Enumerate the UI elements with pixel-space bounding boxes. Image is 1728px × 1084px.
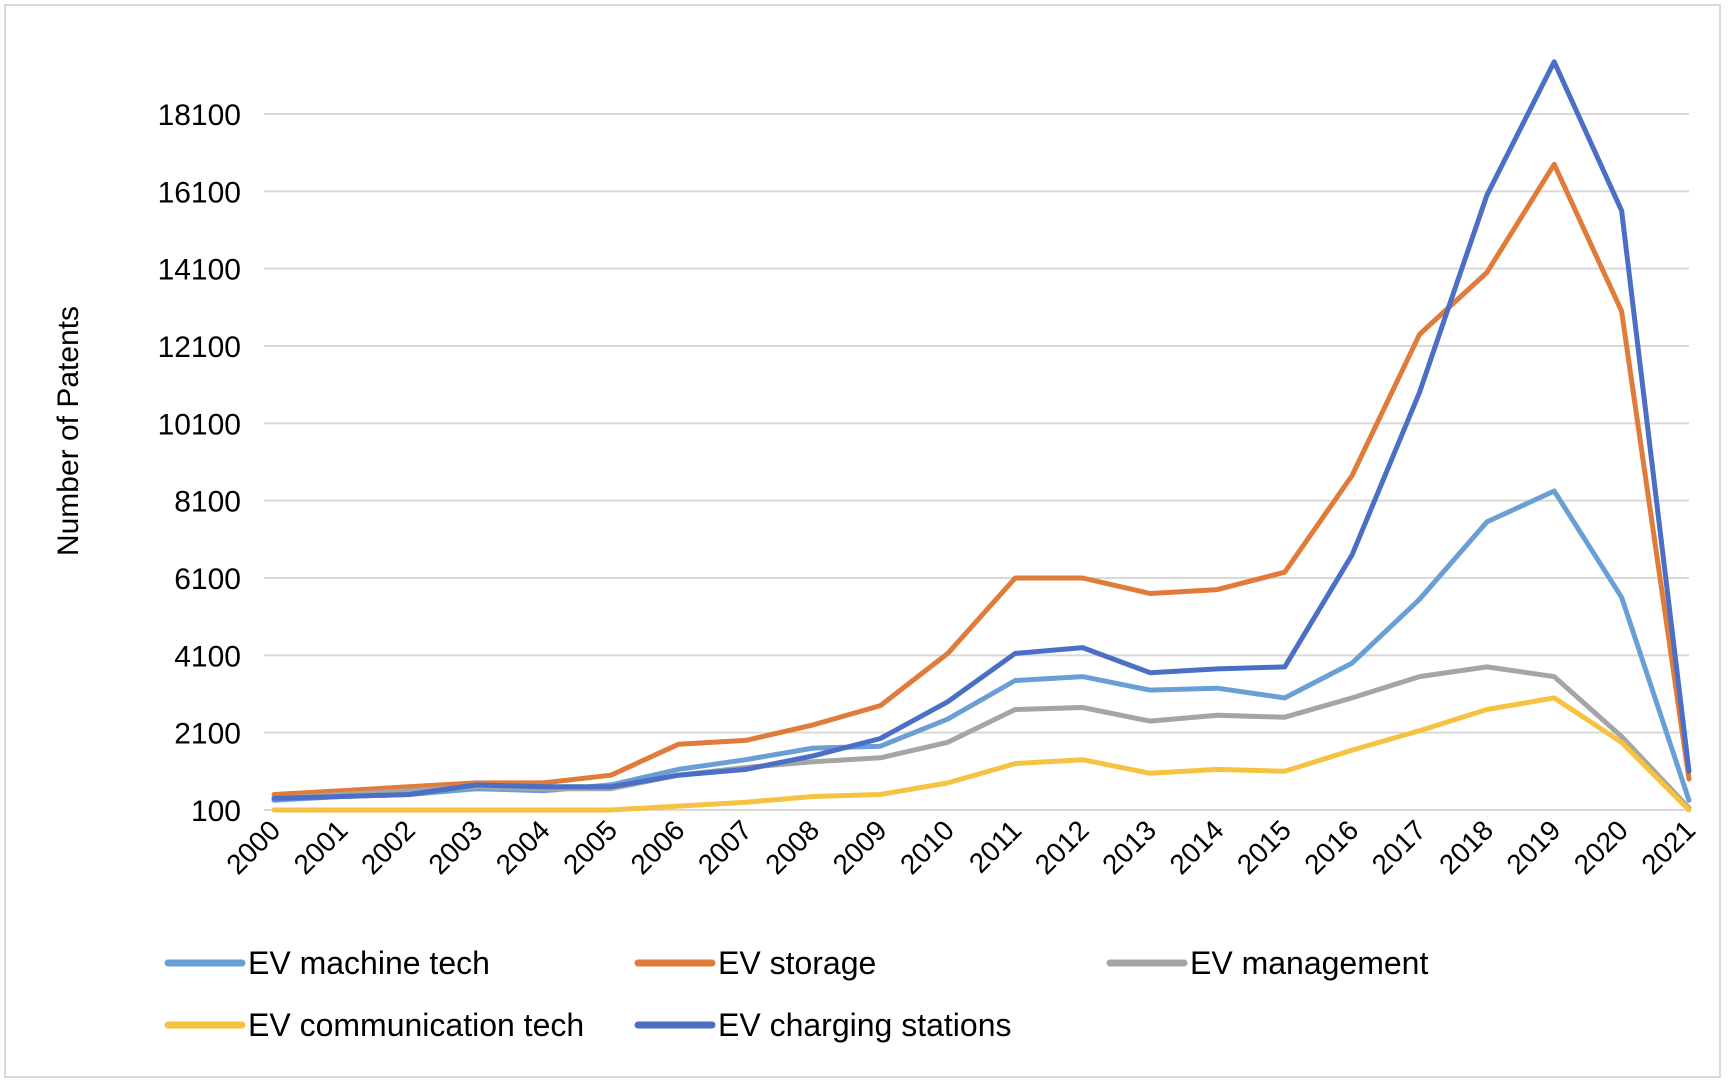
x-tick-label: 2018 <box>1433 814 1499 880</box>
x-tick-label: 2017 <box>1366 814 1432 880</box>
x-tick-label: 2007 <box>692 814 758 880</box>
legend-label: EV communication tech <box>248 1007 584 1043</box>
y-tick-label: 12100 <box>158 331 241 364</box>
series-layer <box>271 59 1692 813</box>
series-line-4 <box>271 59 1692 801</box>
x-tick-label: 2013 <box>1096 814 1162 880</box>
x-tick-label: 2021 <box>1635 814 1701 880</box>
y-tick-label: 14100 <box>158 254 241 287</box>
x-tick-label: 2011 <box>963 814 1028 879</box>
y-axis-ticks: 100 2100 4100 6100 8100 10100 12100 14100 16100 1… <box>158 99 241 828</box>
x-tick-label: 2005 <box>557 814 623 880</box>
y-tick-label: 4100 <box>174 640 241 673</box>
x-tick-label: 2006 <box>625 814 691 880</box>
series-line-3 <box>271 695 1692 813</box>
x-tick-label: 2020 <box>1568 814 1634 880</box>
legend-label: EV storage <box>718 945 876 981</box>
series-line-0 <box>271 488 1692 803</box>
y-tick-label: 16100 <box>158 176 241 209</box>
y-tick-label: 2100 <box>174 718 241 751</box>
chart-frame: 100 2100 4100 6100 8100 10100 12100 14100 16100 1… <box>4 4 1721 1078</box>
x-tick-label: 2010 <box>894 814 960 880</box>
legend-label: EV machine tech <box>248 945 490 981</box>
legend-label: EV charging stations <box>718 1007 1012 1043</box>
y-tick-label: 8100 <box>174 486 241 519</box>
x-tick-label: 2009 <box>827 814 893 880</box>
x-tick-label: 2019 <box>1501 814 1567 880</box>
legend-label: EV management <box>1190 945 1428 981</box>
y-tick-label: 100 <box>191 795 241 828</box>
series-line-1 <box>271 161 1692 797</box>
x-tick-label: 2001 <box>288 814 354 880</box>
legend: EV machine tech EV storage EV management EV… <box>164 945 1428 1043</box>
x-tick-label: 2003 <box>422 814 488 880</box>
y-axis-title: Number of Patents <box>52 306 85 556</box>
y-tick-label: 6100 <box>174 563 241 596</box>
x-tick-label: 2004 <box>490 814 556 880</box>
x-tick-label: 2008 <box>759 814 825 880</box>
x-tick-label: 2014 <box>1164 814 1230 880</box>
y-tick-label: 18100 <box>158 99 241 132</box>
x-tick-label: 2012 <box>1029 814 1095 880</box>
y-tick-label: 10100 <box>158 408 241 441</box>
x-tick-label: 2002 <box>355 814 421 880</box>
x-axis-ticks: 2000 2001 2002 2003 2004 2005 2006 2007 2008 2009… <box>220 814 1701 880</box>
x-tick-label: 2016 <box>1298 814 1364 880</box>
grid-layer <box>264 113 1689 811</box>
line-chart: 100 2100 4100 6100 8100 10100 12100 14100 16100 1… <box>52 59 1701 1043</box>
x-tick-label: 2015 <box>1231 814 1297 880</box>
